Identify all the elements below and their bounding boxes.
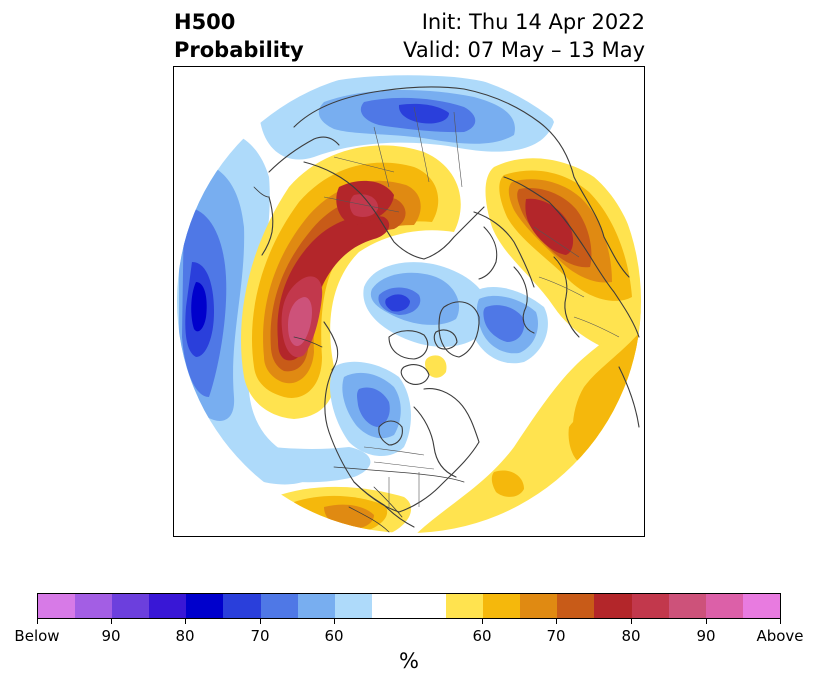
colorbar-tick [37,619,38,624]
colorbar-segment [705,594,743,618]
colorbar-segment [149,594,187,618]
colorbar-segment [75,594,113,618]
colorbar-tick-label: 90 [101,627,121,645]
arctic-below-anomaly [363,262,548,364]
colorbar-segment [334,594,372,618]
asia-above-anomaly [241,145,461,419]
europe-above-anomaly [485,158,641,357]
colorbar-tick-label: 70 [250,627,270,645]
title-left: H500 Probability [174,8,304,64]
country-borders [323,106,620,507]
title-right: Init: Thu 14 Apr 2022 Valid: 07 May – 13… [403,8,645,64]
colorbar-segment [186,594,224,618]
colorbar-tick-label: Above [756,627,804,645]
colorbar-segment [297,594,335,618]
colorbar-tick [260,619,261,624]
colorbar-segment [483,594,521,618]
colorbar-segment [668,594,706,618]
map-svg [177,69,641,533]
colorbar-tick-label: Below [14,627,60,645]
colorbar-tick [334,619,335,624]
colorbar-tick-label: 70 [546,627,566,645]
coastlines [253,86,640,533]
colorbar-segment [594,594,632,618]
colorbar-tick [111,619,112,624]
colorbar-tick [706,619,707,624]
valid-period: Valid: 07 May – 13 May [403,38,645,62]
colorbar-unit: % [399,649,419,673]
siberia-below-anomaly [259,75,554,160]
colorbar-tick-label: 60 [324,627,344,645]
colorbar-segment [260,594,298,618]
anomaly-field [177,69,641,533]
pacific-low-lat-below [214,437,371,483]
colorbar-segment [112,594,150,618]
colorbar-tick [780,619,781,624]
colorbar-segment [446,594,484,618]
colorbar-tick-label: 90 [696,627,716,645]
colorbar-tick [185,619,186,624]
colorbar-tick [556,619,557,624]
colorbar-tick-label: 60 [472,627,492,645]
colorbar-segment [557,594,595,618]
colorbar-tick [482,619,483,624]
title-product: Probability [174,38,304,62]
init-time: Init: Thu 14 Apr 2022 [421,10,645,34]
colorbar-segment [742,594,780,618]
greenland-above-spot [425,355,447,378]
colorbar-segment [371,594,447,618]
colorbar-segment [38,594,76,618]
probability-map [173,66,645,537]
colorbar-segment [520,594,558,618]
colorbar-tick-label: 80 [175,627,195,645]
title-variable: H500 [174,10,236,34]
colorbar-tick [631,619,632,624]
colorbar [37,593,781,619]
colorbar-segment [631,594,669,618]
colorbar-tick-label: 80 [621,627,641,645]
colorbar-segment [223,594,261,618]
